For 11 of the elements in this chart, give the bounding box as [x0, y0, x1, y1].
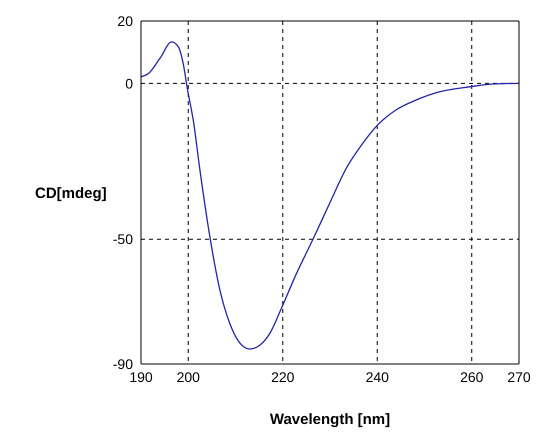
y-tick-label: -50 [112, 231, 134, 248]
x-tick-label: 200 [176, 368, 200, 385]
x-tick-label: 240 [366, 368, 390, 385]
line-series [141, 41, 519, 350]
y-tick-label: 20 [117, 12, 134, 29]
y-tick-label: 0 [125, 75, 134, 92]
x-tick-label: 220 [271, 368, 295, 385]
x-tick-label: 260 [460, 368, 484, 385]
x-axis-title: Wavelength [nm] [270, 411, 390, 428]
x-tick-label: 270 [507, 368, 531, 385]
y-axis-title: CD[mdeg] [35, 184, 107, 202]
